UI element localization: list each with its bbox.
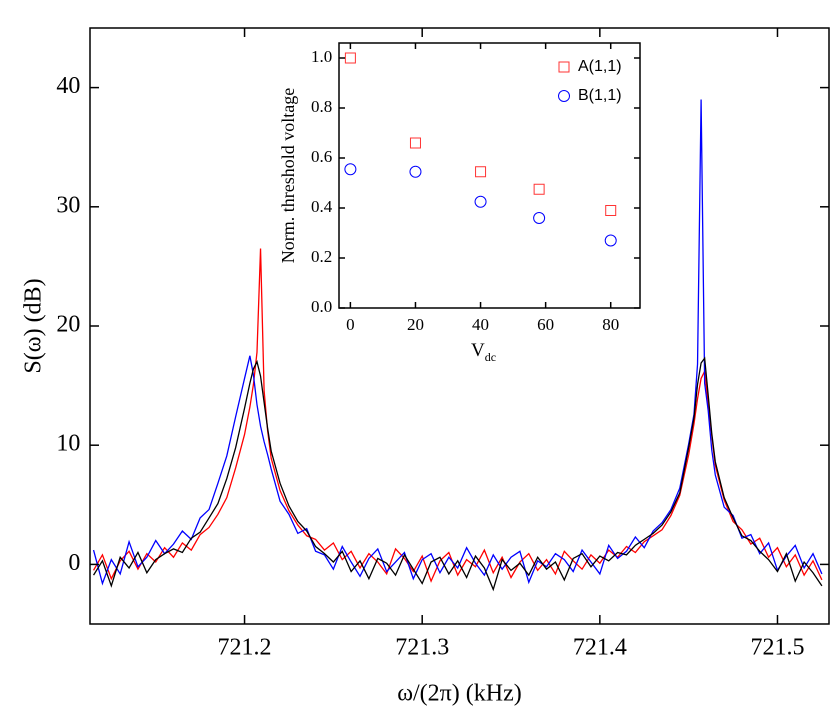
x-tick-label: 721.2 (218, 635, 272, 661)
legend-marker (558, 90, 570, 102)
x-tick-label: 40 (472, 315, 489, 334)
x-axis-label: ω/(2π) (kHz) (397, 681, 522, 707)
plot-area (92, 99, 823, 592)
y-tick-label: 30 (56, 192, 80, 218)
x-tick-label: 721.3 (395, 635, 449, 661)
legend-marker (558, 61, 570, 73)
y-tick-label: 40 (56, 73, 80, 99)
y-tick-label: 0.6 (311, 147, 332, 166)
x-tick-label: 60 (537, 315, 554, 334)
inset: 0 20 40 60 80 0.0 0.2 0.4 0.6 0.8 1.0 Vdc Norm. thre… (278, 42, 641, 364)
marker-circle (533, 212, 546, 224)
y-tick-label: 0.2 (311, 247, 332, 266)
marker-circle (474, 195, 487, 208)
legend-label: B(1,1) (578, 87, 622, 104)
x-tick-label: 80 (602, 315, 619, 334)
inset-background (339, 43, 640, 308)
y-tick-label: 0.0 (311, 297, 332, 316)
y-axis-label: S(ω) (dB) (21, 278, 47, 373)
y-tick-label: 20 (56, 312, 80, 338)
marker-square (605, 205, 617, 216)
marker-circle (604, 234, 617, 247)
y-tick-label: 0 (68, 550, 80, 576)
y-axis-label: Norm. threshold voltage (278, 88, 298, 263)
spectrum-line (92, 99, 823, 586)
axes-frame (338, 42, 641, 309)
y-tick-label: 1.0 (311, 47, 332, 66)
marker-circle (344, 163, 357, 176)
y-tick-label: 10 (56, 431, 80, 457)
x-axis-label: Vdc (471, 340, 496, 363)
x-axis-label-main: V (471, 340, 485, 361)
spectrum-line (92, 356, 823, 592)
x-axis-label-sub: dc (485, 350, 496, 364)
marker-square (409, 137, 421, 149)
x-tick-label: 20 (407, 315, 424, 334)
marker-circle (409, 165, 422, 178)
marker-square (475, 166, 487, 178)
y-tick-label: 0.4 (311, 197, 333, 216)
marker-square (344, 52, 356, 64)
x-tick-label: 721.5 (750, 635, 804, 661)
x-tick-label: 0 (346, 315, 355, 334)
y-tick-label: 0.8 (311, 97, 332, 116)
main-axes: 721.2 721.3 721.4 721.5 0 10 20 30 40 ω/(2π) (kHz… (21, 27, 830, 707)
marker-square (533, 183, 545, 195)
legend-label: A(1,1) (578, 58, 622, 75)
x-tick-label: 721.4 (573, 635, 627, 661)
